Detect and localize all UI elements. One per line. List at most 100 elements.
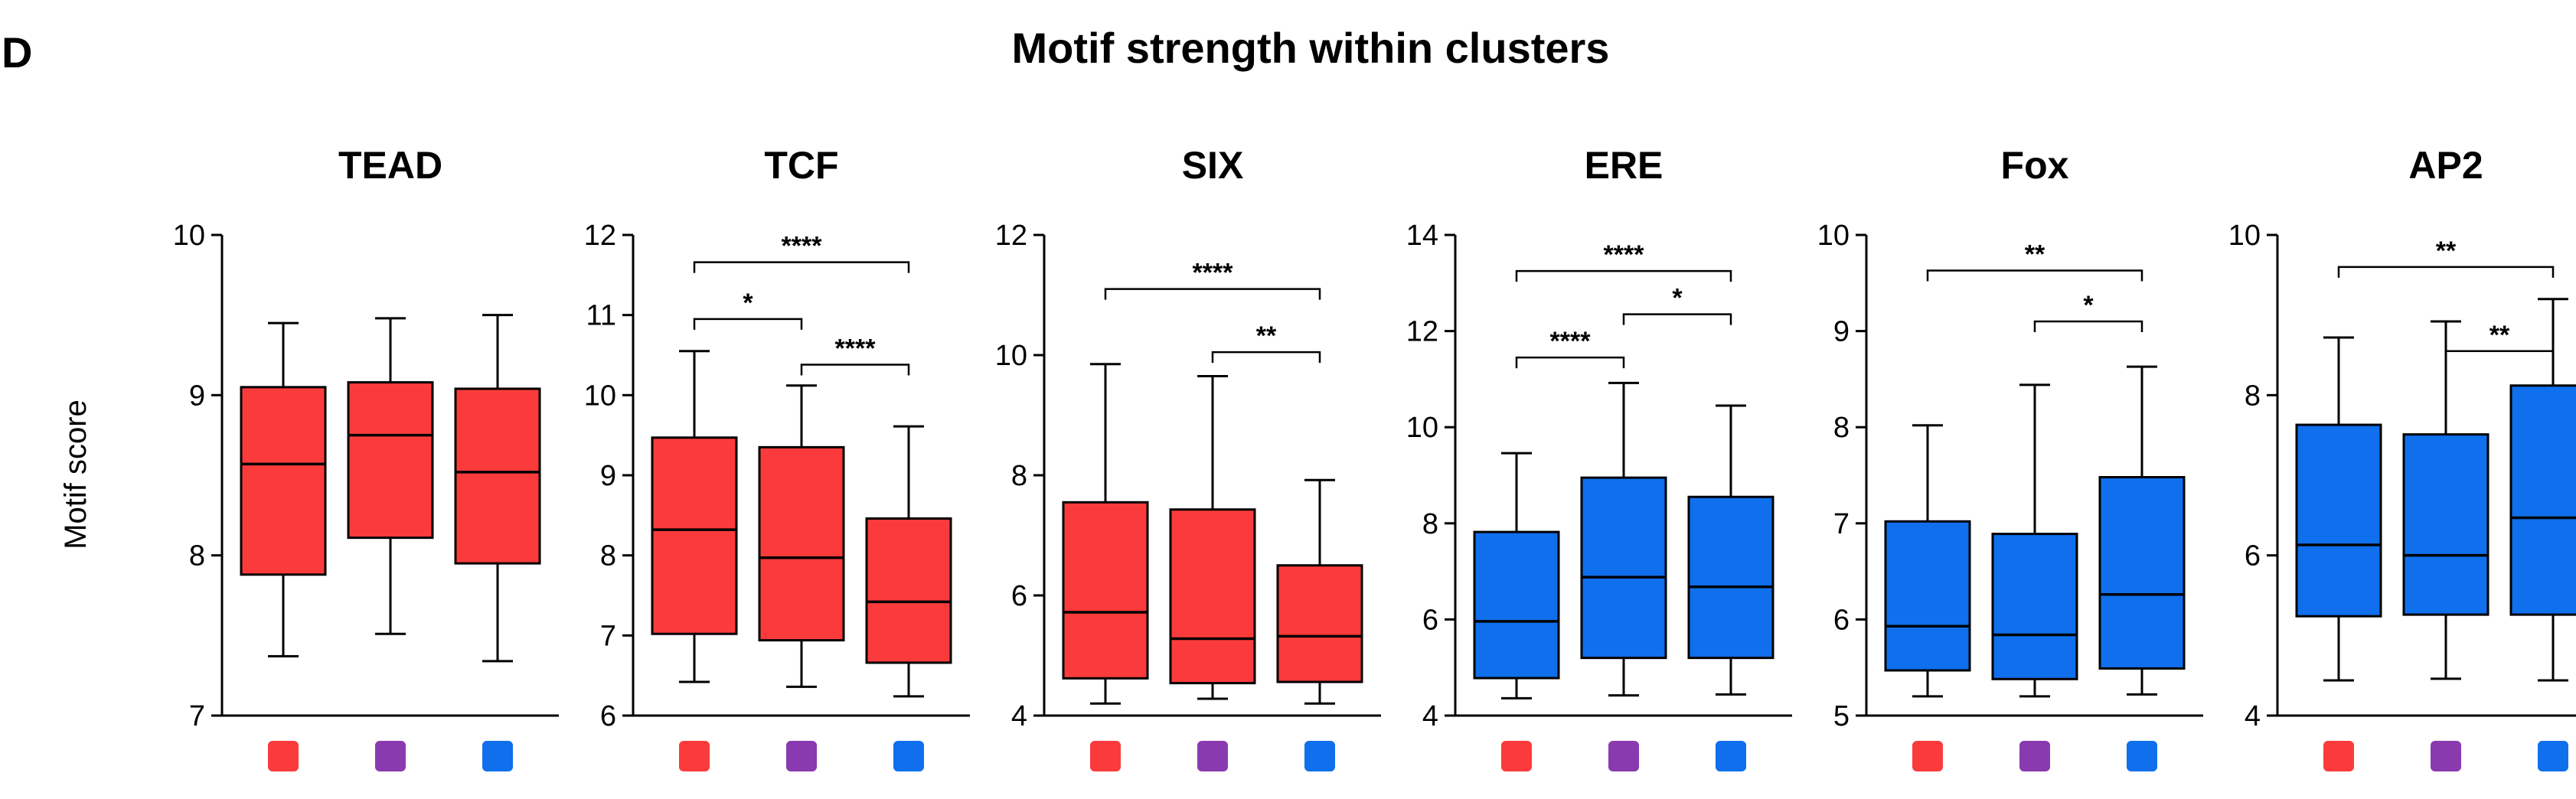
group-marker-blue	[2127, 741, 2157, 771]
panel-letter: D	[2, 28, 32, 77]
box-blue	[1276, 478, 1363, 705]
significance-bracket: *	[2033, 291, 2143, 333]
y-tick-label: 4	[1422, 700, 1438, 732]
bracket-line	[1926, 269, 2143, 282]
significance-bracket: ****	[693, 232, 910, 273]
panel-title: TEAD	[338, 144, 442, 187]
y-tick-label: 8	[2245, 380, 2261, 412]
group-marker-red	[679, 741, 710, 771]
y-tick-label: 10	[2228, 220, 2261, 252]
box-iqr	[2402, 433, 2489, 616]
box-iqr	[1169, 508, 1256, 685]
significance-bracket: ****	[1515, 240, 1732, 282]
y-tick-label: 12	[995, 220, 1027, 252]
group-marker-purple	[375, 741, 406, 771]
box-red	[1884, 424, 1971, 698]
box-purple	[758, 384, 845, 688]
group-marker-purple	[1608, 741, 1639, 771]
y-tick-label: 4	[2245, 700, 2261, 732]
y-tick-label: 9	[600, 460, 616, 492]
y-tick-label: 6	[1011, 580, 1027, 612]
significance-label: ****	[1550, 327, 1592, 356]
significance-label: *	[743, 289, 753, 318]
panel-title: SIX	[1182, 144, 1244, 187]
y-tick-label: 8	[1833, 412, 1850, 444]
group-marker-red	[268, 741, 299, 771]
y-tick-label: 10	[584, 380, 616, 412]
box-red	[1473, 452, 1560, 700]
significance-bracket: *	[1622, 284, 1732, 325]
y-tick-label: 12	[1406, 316, 1438, 348]
bracket-line	[693, 261, 910, 273]
y-tick-label: 6	[1422, 604, 1438, 636]
bracket-line	[1515, 356, 1625, 369]
panel-title: TCF	[764, 144, 838, 187]
group-marker-purple	[786, 741, 817, 771]
box-iqr	[454, 387, 541, 565]
box-purple	[1991, 383, 2078, 698]
panel-title: AP2	[2408, 144, 2483, 187]
y-tick-label: 8	[600, 540, 616, 572]
significance-bracket: *	[693, 289, 803, 330]
y-tick-label: 12	[584, 220, 616, 252]
y-axis-label: Motif score	[59, 400, 93, 550]
box-iqr	[651, 436, 738, 635]
y-tick-label: 9	[189, 380, 205, 412]
box-iqr	[1991, 533, 2078, 680]
box-iqr	[2295, 423, 2382, 618]
box-iqr	[1884, 520, 1971, 672]
significance-label: *	[2083, 291, 2094, 320]
bracket-line	[1515, 269, 1732, 282]
box-blue	[2509, 298, 2576, 682]
box-iqr	[1062, 501, 1149, 680]
y-tick-label: 7	[600, 620, 616, 652]
box-iqr	[1276, 564, 1363, 683]
y-tick-label: 10	[1817, 220, 1850, 252]
box-iqr	[240, 386, 327, 576]
bracket-line	[1622, 313, 1732, 325]
box-iqr	[758, 445, 845, 642]
group-marker-purple	[2431, 741, 2461, 771]
y-tick-label: 9	[1833, 316, 1850, 348]
significance-label: **	[1256, 321, 1277, 351]
y-tick-label: 8	[1011, 460, 1027, 492]
group-marker-blue	[893, 741, 924, 771]
bracket-line	[2444, 350, 2555, 362]
group-marker-blue	[2538, 741, 2568, 771]
box-iqr	[2098, 476, 2186, 670]
box-iqr	[2509, 384, 2576, 616]
significance-label: **	[2025, 240, 2045, 269]
y-tick-label: 6	[1833, 604, 1850, 636]
y-tick-label: 7	[189, 700, 205, 732]
y-tick-label: 10	[995, 340, 1027, 372]
panel-ap2: AP2 4 6 8 10 ** **	[2228, 144, 2576, 771]
group-marker-purple	[1197, 741, 1228, 771]
box-blue	[865, 425, 952, 698]
box-blue	[2098, 365, 2186, 696]
group-marker-purple	[2019, 741, 2050, 771]
box-iqr	[1473, 530, 1560, 680]
bracket-line	[2033, 320, 2143, 333]
box-blue	[454, 314, 541, 663]
significance-bracket: **	[2444, 321, 2555, 362]
y-tick-label: 14	[1406, 220, 1438, 252]
y-tick-label: 10	[1406, 412, 1438, 444]
box-iqr	[1580, 476, 1667, 660]
box-red	[240, 321, 327, 658]
significance-bracket: **	[1926, 240, 2143, 282]
box-iqr	[347, 381, 434, 540]
chart-title: Motif strength within clusters	[1012, 24, 1610, 72]
group-marker-red	[1501, 741, 1532, 771]
y-tick-label: 7	[1833, 508, 1850, 540]
box-iqr	[865, 517, 952, 664]
box-red	[651, 350, 738, 683]
significance-label: **	[2436, 236, 2457, 266]
group-marker-red	[1912, 741, 1943, 771]
significance-label: ****	[1604, 240, 1645, 269]
bracket-line	[2337, 266, 2555, 278]
box-red	[2295, 336, 2382, 682]
